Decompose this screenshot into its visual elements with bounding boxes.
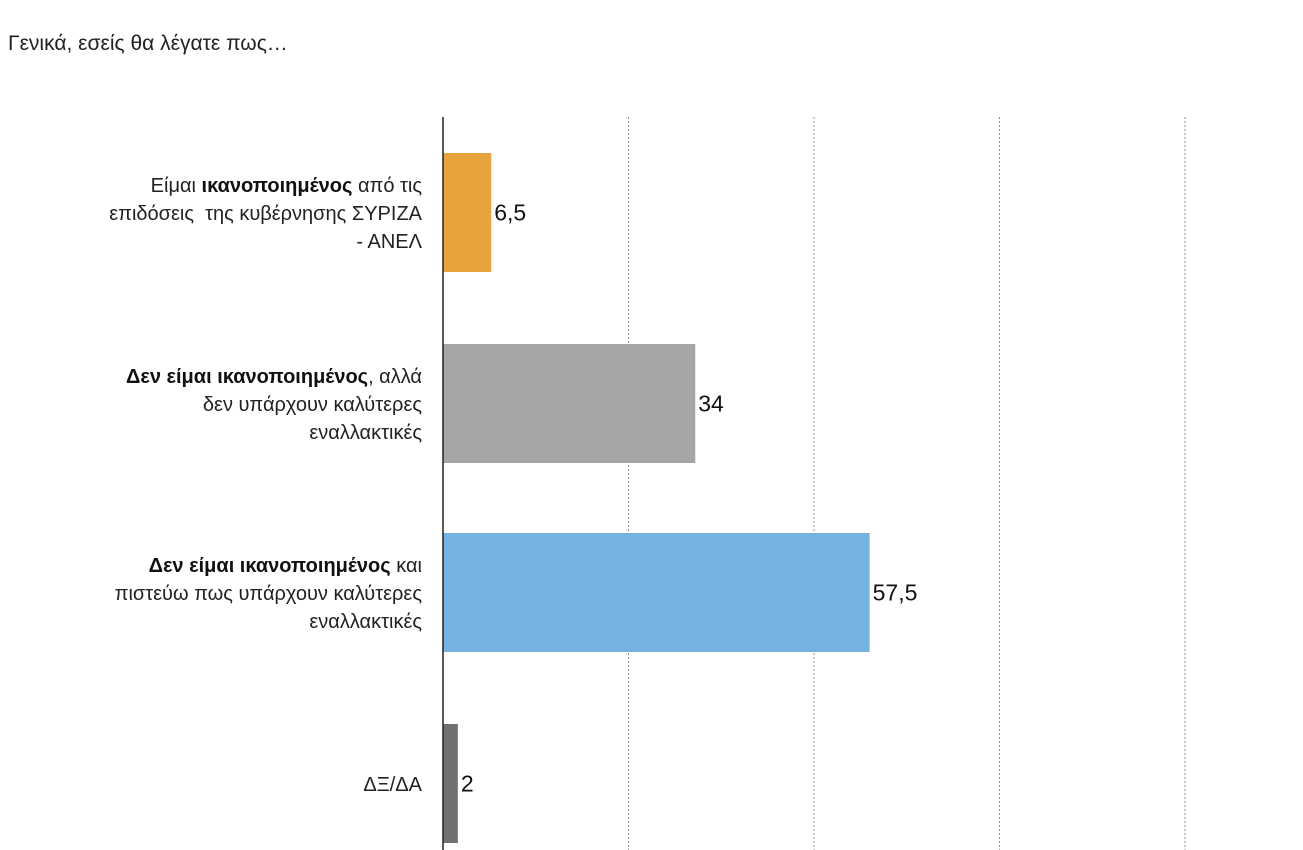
category-label-3: Δεν είμαι ικανοποιημένος και πιστεύω πως … [114,554,422,633]
bar-3 [443,533,870,652]
chart-title: Γενικά, εσείς θα λέγατε πως… [8,32,288,55]
bar-2 [443,344,696,463]
bar-1 [443,153,492,272]
value-label-2: 34 [698,391,724,417]
category-label-4: ΔΞ/ΔΑ [363,773,422,796]
category-label-2: Δεν είμαι ικανοποιημένος, αλλά δεν υπάρχο… [125,365,422,444]
value-label-3: 57,5 [873,580,918,606]
value-label-1: 6,5 [494,200,526,226]
value-label-4: 2 [461,771,474,797]
value-labels: 6,5 34 57,5 2 [461,200,918,797]
bar-4 [443,724,458,843]
gridlines [628,117,1186,850]
bars [443,153,870,843]
category-label-1: Είμαι ικανοποιημένος από τις επιδόσεις τη… [109,174,422,253]
